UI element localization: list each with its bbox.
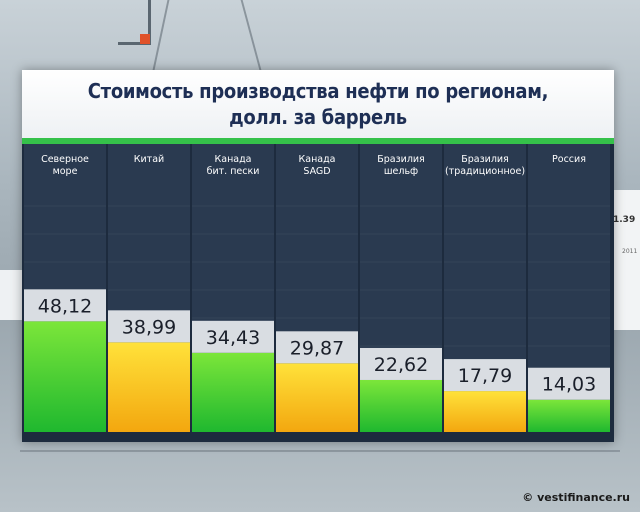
background-corner-mark <box>140 34 150 44</box>
bar <box>276 363 358 432</box>
value-label-box <box>444 359 526 392</box>
category-label: шельф <box>384 166 418 177</box>
value-label-box <box>108 310 190 343</box>
watermark: © vestifinance.ru <box>522 491 630 504</box>
category-label: Китай <box>134 154 164 165</box>
value-label: 48,12 <box>38 295 92 317</box>
background-left-panel <box>0 270 24 320</box>
value-label-box <box>192 320 274 353</box>
bar <box>444 391 526 432</box>
category-label: Канада <box>299 154 336 165</box>
value-label: 17,79 <box>458 365 512 387</box>
chart-header: Стоимость производства нефти по регионам… <box>22 70 614 144</box>
bar <box>528 399 610 432</box>
category-label: Бразилия <box>461 154 509 165</box>
bar <box>108 342 190 432</box>
chart-title: Стоимость производства нефти по регионам… <box>22 78 614 130</box>
value-label-box <box>528 367 610 400</box>
background-frame <box>118 0 151 45</box>
background-beam <box>152 0 170 70</box>
value-label-box <box>360 347 442 380</box>
category-label: Канада <box>215 154 252 165</box>
bar <box>360 379 442 432</box>
value-label: 38,99 <box>122 316 176 338</box>
bar <box>192 352 274 432</box>
background-beam <box>240 0 262 70</box>
value-label: 34,43 <box>206 327 260 349</box>
bar <box>24 321 106 432</box>
value-label-box <box>276 331 358 364</box>
background-side-value: 1.39 <box>613 215 636 225</box>
value-label-box <box>24 289 106 322</box>
category-label: море <box>53 166 78 177</box>
value-label: 29,87 <box>290 337 344 359</box>
category-label: Северное <box>41 154 89 165</box>
category-label: Россия <box>552 154 586 165</box>
chart-title-line1: Стоимость производства нефти по регионам… <box>87 79 549 103</box>
category-label: Бразилия <box>377 154 425 165</box>
value-label: 14,03 <box>542 374 596 396</box>
chart-card: Стоимость производства нефти по регионам… <box>22 70 614 442</box>
category-label: SAGD <box>303 166 330 177</box>
category-label: (традиционное) <box>445 166 525 177</box>
background-beam <box>20 450 620 452</box>
chart-subtitle: долл. за баррель <box>229 105 407 129</box>
background-side-panel: 1.39 2011 <box>610 190 640 330</box>
value-label: 22,62 <box>374 354 428 376</box>
category-label: бит. пески <box>207 166 260 177</box>
background-side-year: 2011 <box>622 248 638 255</box>
